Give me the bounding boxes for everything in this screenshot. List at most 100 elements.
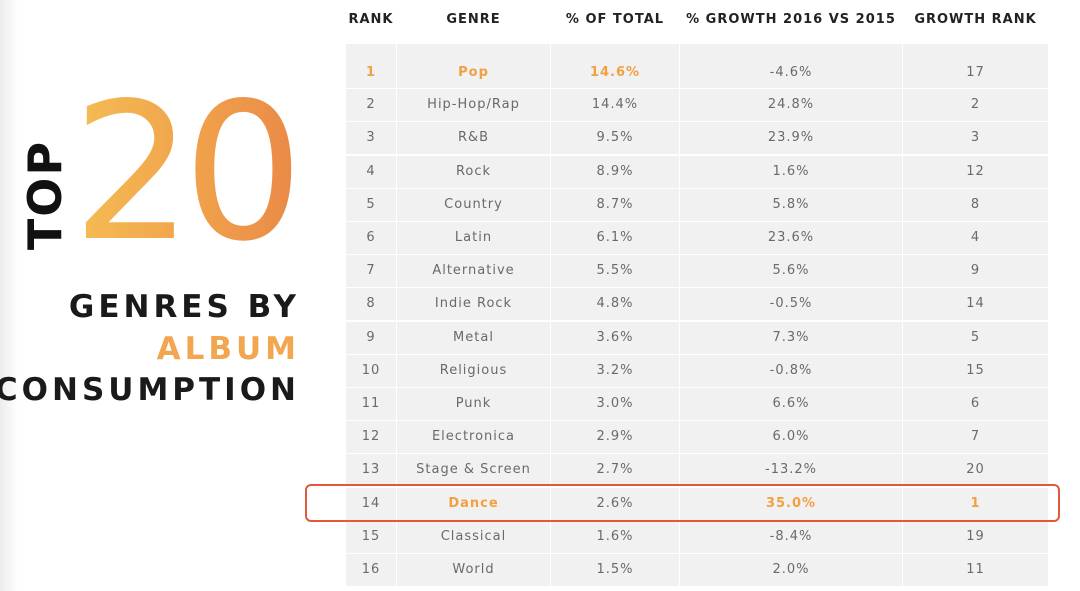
cell-genre: Rock (397, 156, 550, 188)
cell-rank: 8 (346, 288, 396, 320)
cell-rank: 1 (346, 44, 396, 88)
table-row: 2 Hip-Hop/Rap 14.4% 24.8% 2 (346, 89, 1048, 121)
cell-growth: 5.8% (680, 189, 902, 221)
table-header: RANK GENRE % OF TOTAL % GROWTH 2016 VS 2… (346, 0, 1048, 40)
cell-growth: 23.6% (680, 222, 902, 254)
table-row: 10 Religious 3.2% -0.8% 15 (346, 355, 1048, 387)
cell-growth: -0.5% (680, 288, 902, 320)
cell-genre: Religious (397, 355, 550, 387)
cell-genre: Metal (397, 322, 550, 354)
cell-growth-rank: 6 (903, 388, 1048, 420)
table-row: 16 World 1.5% 2.0% 11 (346, 554, 1048, 586)
cell-genre: Dance (397, 488, 550, 520)
cell-pct-total: 1.6% (551, 521, 679, 553)
cell-growth-rank: 1 (903, 488, 1048, 520)
cell-rank: 12 (346, 421, 396, 453)
cell-rank: 9 (346, 322, 396, 354)
header-growth-rank: GROWTH RANK (914, 12, 1037, 27)
cell-growth-rank: 12 (903, 156, 1048, 188)
cell-growth: -4.6% (680, 44, 902, 88)
cell-rank: 14 (346, 488, 396, 520)
cell-pct-total: 3.6% (551, 322, 679, 354)
cell-growth-rank: 17 (903, 44, 1048, 88)
cell-genre: Classical (397, 521, 550, 553)
cell-growth-rank: 19 (903, 521, 1048, 553)
header-growth: % GROWTH 2016 VS 2015 (686, 12, 896, 27)
cell-pct-total: 2.6% (551, 488, 679, 520)
cell-rank: 6 (346, 222, 396, 254)
dance-highlight-box (305, 484, 1060, 522)
cell-growth: 23.9% (680, 122, 902, 154)
cell-pct-total: 8.9% (551, 156, 679, 188)
cell-growth-rank: 2 (903, 89, 1048, 121)
cell-genre: R&B (397, 122, 550, 154)
cell-growth-rank: 7 (903, 421, 1048, 453)
cell-rank: 15 (346, 521, 396, 553)
cell-growth-rank: 8 (903, 189, 1048, 221)
table-row: 15 Classical 1.6% -8.4% 19 (346, 521, 1048, 553)
cell-growth: 6.6% (680, 388, 902, 420)
title-line-genres-by: GENRES BY (68, 289, 300, 325)
cell-rank: 4 (346, 156, 396, 188)
cell-rank: 10 (346, 355, 396, 387)
cell-growth: 5.6% (680, 255, 902, 287)
header-genre: GENRE (446, 12, 501, 27)
cell-growth: 6.0% (680, 421, 902, 453)
table-row: 4 Rock 8.9% 1.6% 12 (346, 156, 1048, 188)
cell-growth: -0.8% (680, 355, 902, 387)
cell-rank: 7 (346, 255, 396, 287)
header-pct-total: % OF TOTAL (565, 12, 665, 27)
cell-pct-total: 14.6% (551, 44, 679, 88)
table-row: 3 R&B 9.5% 23.9% 3 (346, 122, 1048, 154)
cell-genre: Alternative (397, 255, 550, 287)
cell-genre: Stage & Screen (397, 454, 550, 486)
cell-growth: -13.2% (680, 454, 902, 486)
cell-growth: 35.0% (680, 488, 902, 520)
page-edge-shadow (0, 0, 18, 591)
cell-growth-rank: 5 (903, 322, 1048, 354)
cell-pct-total: 1.5% (551, 554, 679, 586)
cell-rank: 2 (346, 89, 396, 121)
cell-rank: 5 (346, 189, 396, 221)
cell-growth: 2.0% (680, 554, 902, 586)
table-row: 8 Indie Rock 4.8% -0.5% 14 (346, 288, 1048, 320)
cell-growth: 1.6% (680, 156, 902, 188)
title-top-word: TOP (18, 139, 72, 251)
cell-pct-total: 14.4% (551, 89, 679, 121)
cell-rank: 11 (346, 388, 396, 420)
cell-growth-rank: 14 (903, 288, 1048, 320)
cell-pct-total: 5.5% (551, 255, 679, 287)
cell-pct-total: 2.7% (551, 454, 679, 486)
title-block: TOP 20 GENRES BY ALBUM CONSUMPTION (0, 0, 330, 591)
title-line-consumption: CONSUMPTION (0, 372, 300, 408)
table-row: 11 Punk 3.0% 6.6% 6 (346, 388, 1048, 420)
table-row: 14 Dance 2.6% 35.0% 1 (346, 488, 1048, 520)
table-row: 6 Latin 6.1% 23.6% 4 (346, 222, 1048, 254)
cell-pct-total: 8.7% (551, 189, 679, 221)
title-line-album: ALBUM (156, 331, 300, 367)
table-row: 13 Stage & Screen 2.7% -13.2% 20 (346, 454, 1048, 486)
genre-table: RANK GENRE % OF TOTAL % GROWTH 2016 VS 2… (346, 0, 1048, 591)
cell-rank: 13 (346, 454, 396, 486)
cell-growth: -8.4% (680, 521, 902, 553)
cell-growth-rank: 4 (903, 222, 1048, 254)
table-row: 7 Alternative 5.5% 5.6% 9 (346, 255, 1048, 287)
cell-growth-rank: 3 (903, 122, 1048, 154)
title-number: 20 (72, 78, 304, 268)
cell-genre: Pop (397, 44, 550, 88)
header-rank: RANK (348, 12, 394, 27)
cell-pct-total: 6.1% (551, 222, 679, 254)
cell-pct-total: 3.0% (551, 388, 679, 420)
cell-pct-total: 4.8% (551, 288, 679, 320)
cell-pct-total: 9.5% (551, 122, 679, 154)
cell-growth: 7.3% (680, 322, 902, 354)
cell-rank: 3 (346, 122, 396, 154)
cell-genre: Indie Rock (397, 288, 550, 320)
cell-growth-rank: 9 (903, 255, 1048, 287)
table-row: 5 Country 8.7% 5.8% 8 (346, 189, 1048, 221)
cell-genre: World (397, 554, 550, 586)
cell-genre: Country (397, 189, 550, 221)
cell-growth-rank: 15 (903, 355, 1048, 387)
cell-growth-rank: 11 (903, 554, 1048, 586)
cell-genre: Electronica (397, 421, 550, 453)
